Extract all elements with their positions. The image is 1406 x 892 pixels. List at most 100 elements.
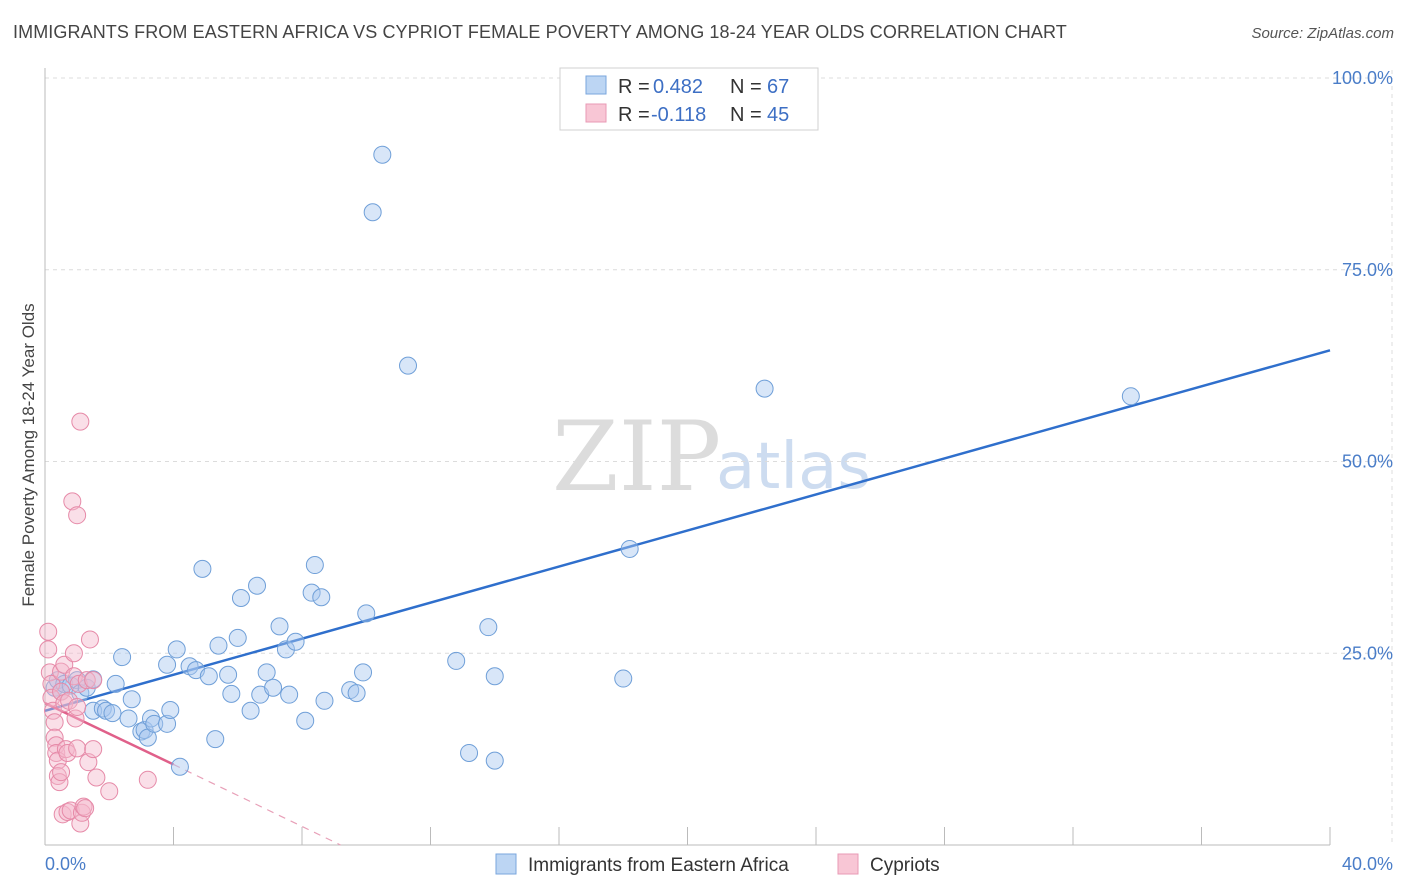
series-legend-label-pink: Cypriots — [870, 855, 940, 876]
watermark-zip: ZIP — [552, 401, 721, 513]
data-point-series-0-35 — [228, 628, 247, 647]
data-point-series-0-20 — [142, 709, 161, 728]
data-point-series-0-24 — [161, 701, 180, 720]
legend-n-value-1: 67 — [767, 76, 789, 98]
data-point-series-0-12 — [103, 704, 122, 723]
data-point-series-0-45 — [286, 632, 305, 651]
data-point-series-1-42 — [84, 740, 103, 759]
data-point-series-0-52 — [347, 684, 366, 703]
x-tick-label-40: 40.0% — [1342, 854, 1393, 874]
data-point-series-0-49 — [312, 588, 331, 607]
data-point-series-1-19 — [58, 743, 77, 762]
data-point-series-0-55 — [363, 203, 382, 222]
data-points — [39, 145, 1140, 833]
data-point-series-0-53 — [354, 663, 373, 682]
data-point-series-0-41 — [264, 678, 283, 697]
data-point-series-0-63 — [614, 669, 633, 688]
grid-lines — [45, 70, 1393, 845]
data-point-series-0-64 — [620, 539, 639, 558]
data-point-series-1-44 — [138, 770, 157, 789]
data-point-series-0-23 — [158, 655, 177, 674]
legend-r-label-2: R = — [618, 104, 650, 126]
legend-n-label-1: N = — [730, 76, 762, 98]
data-point-series-1-26 — [66, 709, 85, 728]
data-point-series-1-6 — [45, 713, 64, 732]
data-point-series-0-31 — [206, 730, 225, 749]
watermark-atlas: atlas — [716, 430, 871, 504]
trend-lines — [44, 349, 1331, 846]
data-point-series-0-26 — [170, 757, 189, 776]
series-legend-swatch-pink — [837, 853, 859, 875]
data-point-series-0-44 — [280, 685, 299, 704]
y-tick-label-75: 75.0% — [1342, 260, 1393, 280]
data-point-series-1-35 — [77, 671, 96, 690]
data-point-series-0-22 — [158, 714, 177, 733]
trend-line-series-0 — [44, 349, 1331, 712]
trend-line-series-1 — [44, 701, 175, 766]
data-point-series-1-25 — [64, 644, 83, 663]
y-tick-label-50: 50.0% — [1342, 452, 1393, 472]
legend-swatch-blue — [585, 75, 607, 95]
data-point-series-1-0 — [39, 622, 58, 641]
data-point-series-0-65 — [755, 379, 774, 398]
data-point-series-1-20 — [58, 803, 77, 822]
data-point-series-0-21 — [145, 714, 164, 733]
y-axis-label: Female Poverty Among 18-24 Year Olds — [19, 303, 38, 606]
data-point-series-0-29 — [193, 559, 212, 578]
data-point-series-0-61 — [485, 667, 504, 686]
legend-n-label-2: N = — [730, 104, 762, 126]
data-point-series-0-66 — [1121, 387, 1140, 406]
y-tick-label-25: 25.0% — [1342, 643, 1393, 663]
y-tick-label-100: 100.0% — [1332, 68, 1393, 88]
data-point-series-1-30 — [71, 412, 90, 431]
data-point-series-0-40 — [257, 663, 276, 682]
x-tick-labels: 0.0% 40.0% — [45, 854, 1393, 874]
trend-line-extension-series-1 — [173, 763, 341, 846]
data-point-series-0-36 — [231, 589, 250, 608]
data-point-series-0-60 — [479, 618, 498, 637]
series-legend-label-blue: Immigrants from Eastern Africa — [528, 855, 789, 876]
data-point-series-0-42 — [270, 617, 289, 636]
series-legend: Immigrants from Eastern Africa Cypriots — [495, 853, 940, 876]
data-point-series-0-32 — [209, 636, 228, 655]
data-point-series-0-59 — [460, 743, 479, 762]
legend-n-value-2: 45 — [767, 104, 789, 126]
data-point-series-0-33 — [219, 665, 238, 684]
data-point-series-1-34 — [76, 799, 95, 818]
data-point-series-0-57 — [399, 356, 418, 375]
data-point-series-0-46 — [296, 711, 315, 730]
data-point-series-0-50 — [315, 691, 334, 710]
data-point-series-0-43 — [276, 640, 295, 659]
data-point-series-1-40 — [68, 697, 87, 716]
chart-title: IMMIGRANTS FROM EASTERN AFRICA VS CYPRIO… — [13, 22, 1067, 42]
data-point-series-0-34 — [222, 684, 241, 703]
legend-r-label-1: R = — [618, 76, 650, 98]
x-tick-label-0: 0.0% — [45, 854, 86, 874]
series-legend-swatch-blue — [495, 853, 517, 875]
data-point-series-0-54 — [357, 604, 376, 623]
data-point-series-1-38 — [84, 671, 103, 690]
data-point-series-0-30 — [199, 667, 218, 686]
data-point-series-0-58 — [447, 651, 466, 670]
legend-r-value-2: -0.118 — [651, 104, 706, 126]
legend-swatch-pink — [585, 103, 607, 123]
data-point-series-0-10 — [93, 699, 112, 718]
data-point-series-0-15 — [119, 709, 138, 728]
source-credit: Source: ZipAtlas.com — [1251, 25, 1394, 42]
data-point-series-0-62 — [485, 751, 504, 770]
data-point-series-0-13 — [106, 674, 125, 693]
data-point-series-1-7 — [45, 728, 64, 747]
data-point-series-0-47 — [302, 583, 321, 602]
data-point-series-1-39 — [87, 768, 106, 787]
data-point-series-1-16 — [55, 655, 74, 674]
data-point-series-0-16 — [122, 690, 141, 709]
data-point-series-1-41 — [52, 763, 71, 782]
y-tick-labels: 25.0% 50.0% 75.0% 100.0% — [1332, 68, 1393, 663]
data-point-series-1-37 — [80, 630, 99, 649]
data-point-series-0-25 — [167, 640, 186, 659]
correlation-legend: R = 0.482 N = 67 R = -0.118 N = 45 — [559, 67, 819, 131]
data-point-series-1-3 — [42, 674, 61, 693]
data-point-series-0-38 — [248, 576, 267, 595]
data-point-series-1-43 — [100, 782, 119, 801]
